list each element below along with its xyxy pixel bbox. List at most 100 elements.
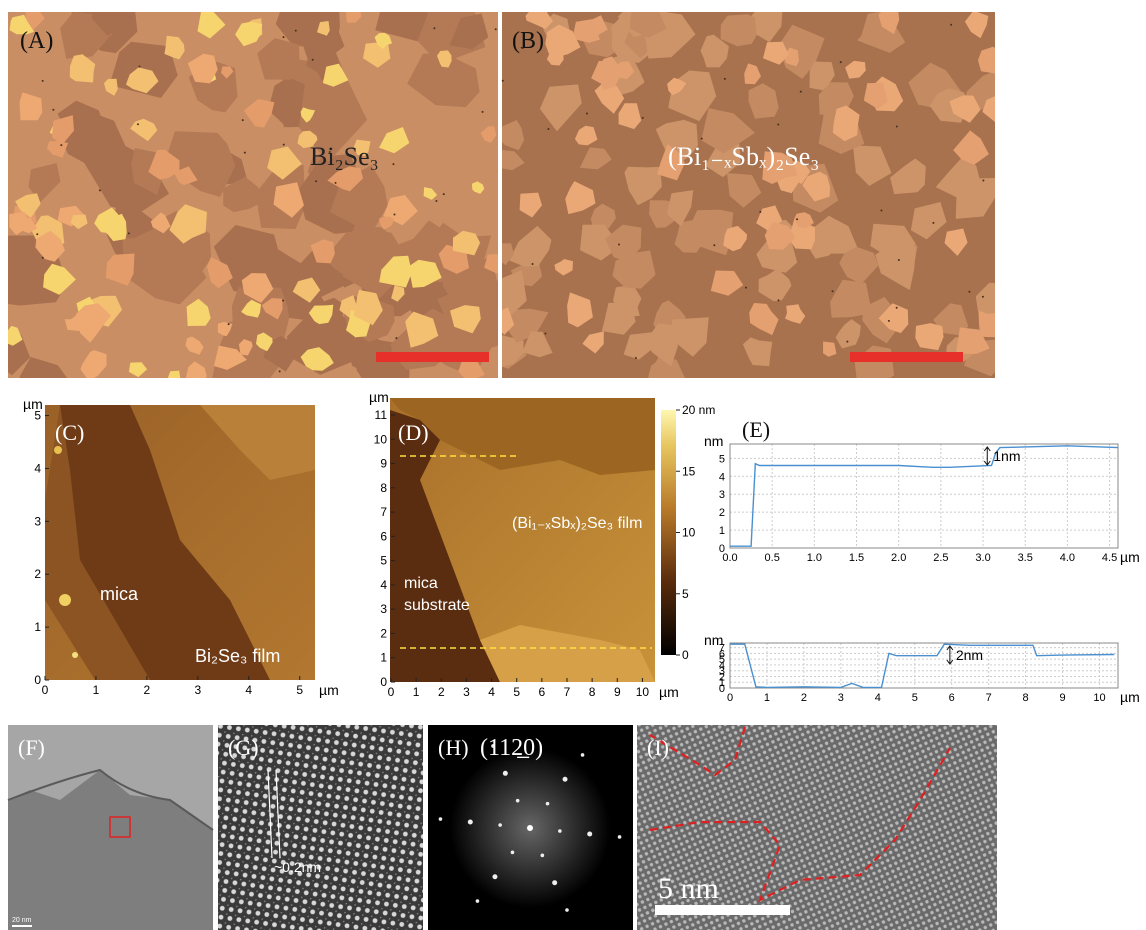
particle — [242, 119, 244, 121]
particle — [315, 180, 317, 182]
panel-label: (A) — [20, 28, 53, 54]
particle — [896, 307, 898, 309]
scale-bar — [850, 352, 963, 362]
fft-spot — [581, 753, 585, 757]
fft-spot — [527, 825, 533, 831]
y-tick-label: 4 — [380, 578, 387, 592]
x-tick-label: 5 — [296, 683, 303, 697]
panel-label: (E) — [742, 417, 770, 442]
region-label: mica — [404, 575, 438, 592]
optical-image-b — [474, 2, 1012, 392]
panel-label: (H) — [438, 735, 469, 760]
step-annotation: 1nm — [993, 448, 1020, 464]
fft-spot — [492, 874, 497, 879]
x-tick-label: 10 — [1093, 692, 1105, 704]
particle — [896, 126, 898, 128]
fft-spot — [476, 899, 480, 903]
particle — [138, 66, 140, 68]
index-label: (112̲0) — [480, 735, 543, 761]
particle — [532, 263, 534, 265]
y-tick-label: 4 — [719, 471, 725, 483]
particle — [295, 30, 297, 32]
particle — [282, 36, 284, 38]
panel-label: (C) — [55, 420, 84, 445]
particle — [800, 91, 802, 93]
x-tick-label: 8 — [589, 685, 596, 699]
particle — [522, 47, 524, 49]
axis-unit: µm — [369, 389, 389, 405]
colorbar-tick-label: 15 — [682, 464, 696, 478]
y-tick-label: 2 — [719, 507, 725, 519]
y-tick-label: 1 — [34, 620, 41, 634]
panel-label: (D) — [398, 420, 429, 445]
figure: (A) (B) Bi₂Se₃ (Bi₁₋ₓSbₓ)₂Se₃ (C) mica B… — [0, 0, 1146, 930]
particle — [950, 24, 952, 26]
particle — [880, 209, 882, 211]
x-tick-label: 3.0 — [975, 552, 990, 564]
panel-label: (B) — [512, 28, 544, 54]
y-tick-label: 3 — [719, 489, 725, 501]
flake — [915, 323, 943, 350]
x-tick-label: 1.0 — [807, 552, 822, 564]
optical-image-a — [0, 0, 514, 405]
x-tick-label: 0.0 — [722, 552, 737, 564]
particle — [888, 320, 890, 322]
colorbar-tick-label: 5 — [682, 587, 689, 601]
y-tick-label: 1 — [719, 525, 725, 537]
fft-spot — [511, 851, 515, 855]
afm-image-d — [390, 398, 655, 682]
y-tick-label: 3 — [34, 514, 41, 528]
region-label: substrate — [404, 597, 470, 614]
x-unit: µm — [1120, 689, 1140, 705]
colorbar-tick-label: 10 — [682, 526, 696, 540]
particle — [586, 112, 588, 114]
fft-spot — [618, 835, 622, 839]
x-tick-label: 3 — [463, 685, 470, 699]
particle — [42, 80, 44, 82]
fft-spot — [541, 854, 545, 858]
particle — [443, 193, 445, 195]
x-tick-label: 3 — [194, 683, 201, 697]
x-tick-label: 1 — [413, 685, 420, 699]
particle — [228, 323, 230, 325]
particle — [968, 291, 970, 293]
fft-spot — [439, 817, 443, 821]
region-label: mica — [100, 584, 139, 604]
y-tick-label: 5 — [380, 554, 387, 568]
x-tick-label: 0.5 — [765, 552, 780, 564]
fft-spot — [516, 799, 520, 803]
fft-spot — [587, 831, 592, 836]
x-tick-label: 2 — [801, 692, 807, 704]
x-tick-label: 4.0 — [1060, 552, 1075, 564]
x-tick-label: 3 — [838, 692, 844, 704]
x-tick-label: 3.5 — [1018, 552, 1033, 564]
particle — [128, 232, 130, 234]
x-tick-label: 7 — [564, 685, 571, 699]
x-tick-label: 10 — [636, 685, 650, 699]
particle — [392, 163, 394, 165]
y-tick-label: 5 — [719, 453, 725, 465]
x-tick-label: 6 — [539, 685, 546, 699]
y-unit: nm — [704, 632, 723, 648]
particle — [279, 370, 281, 372]
fft-spot — [565, 908, 569, 912]
flake — [153, 163, 164, 177]
x-tick-label: 4 — [488, 685, 495, 699]
y-tick-label: 3 — [380, 602, 387, 616]
x-tick-label: 2 — [438, 685, 445, 699]
colorbar-tick-label: 0 — [682, 648, 689, 662]
x-tick-label: 9 — [1060, 692, 1066, 704]
particle — [244, 152, 246, 154]
fft-spot — [498, 823, 502, 827]
colorbar — [661, 410, 676, 655]
particle — [329, 151, 331, 153]
particle — [982, 179, 984, 181]
panel-label: (I) — [647, 735, 669, 760]
y-tick-label: 0 — [34, 673, 41, 687]
step-arrow — [984, 447, 990, 465]
particle — [745, 287, 747, 289]
particle — [433, 27, 435, 29]
y-tick-label: 6 — [380, 529, 387, 543]
profile — [730, 644, 1114, 687]
axis-unit: µm — [659, 684, 679, 700]
